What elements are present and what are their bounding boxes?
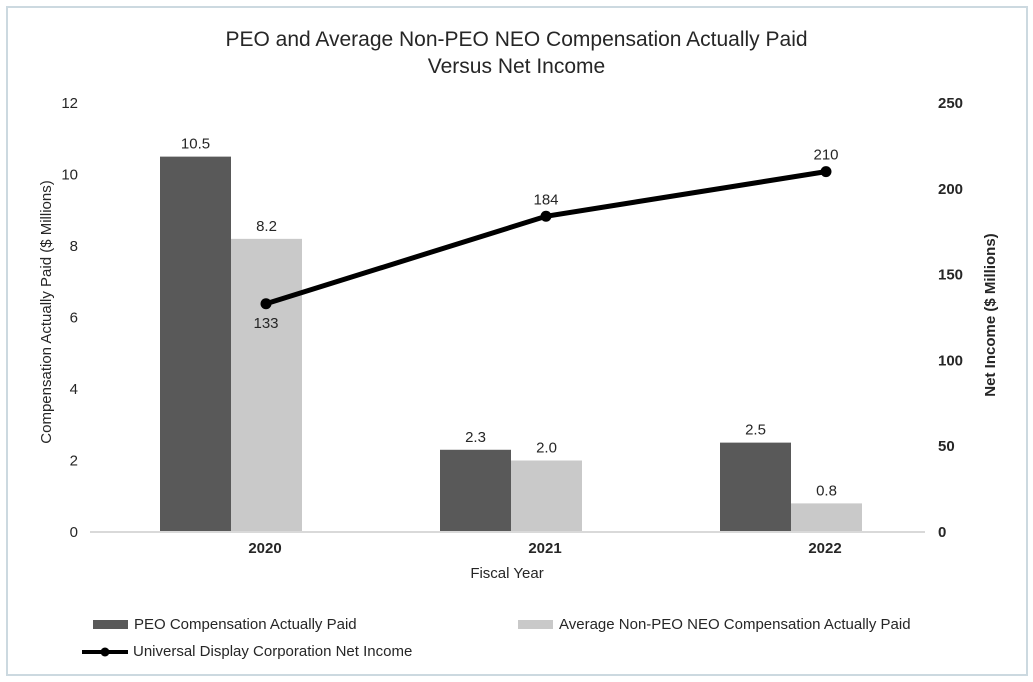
left-axis-tick-12: 12 — [61, 95, 78, 112]
x-axis-title: Fiscal Year — [470, 565, 543, 582]
right-axis-tick-50: 50 — [938, 438, 955, 455]
bar-nonpeo-2022 — [791, 503, 862, 532]
left-axis-tick-6: 6 — [70, 310, 78, 327]
left-axis-tick-8: 8 — [70, 238, 78, 255]
right-axis-tick-100: 100 — [938, 352, 963, 369]
legend-swatch-net-income-line — [82, 646, 128, 657]
bar-peo-2022 — [720, 442, 791, 532]
legend-label-nonpeo: Average Non-PEO NEO Compensation Actuall… — [559, 616, 911, 633]
line-label-2022: 210 — [813, 147, 838, 164]
legend-item-net-income: Universal Display Corporation Net Income — [82, 643, 412, 660]
left-axis-tick-4: 4 — [70, 381, 78, 398]
line-label-2020: 133 — [253, 315, 278, 332]
bar-label-peo-2020: 10.5 — [181, 136, 210, 153]
line-marker-2021 — [540, 210, 552, 222]
right-axis-tick-250: 250 — [938, 95, 963, 112]
bar-label-nonpeo-2021: 2.0 — [536, 440, 557, 457]
legend-label-peo: PEO Compensation Actually Paid — [134, 616, 357, 633]
legend-label-net-income: Universal Display Corporation Net Income — [133, 643, 413, 660]
bar-label-peo-2022: 2.5 — [745, 422, 766, 439]
x-axis-tick-2020: 2020 — [248, 540, 281, 557]
bar-peo-2020 — [160, 156, 231, 532]
legend-item-peo: PEO Compensation Actually Paid — [93, 616, 357, 633]
left-axis-title: Compensation Actually Paid ($ Millions) — [38, 180, 55, 443]
bar-label-peo-2021: 2.3 — [465, 429, 486, 446]
right-axis-tick-200: 200 — [938, 181, 963, 198]
x-axis-tick-2021: 2021 — [528, 540, 561, 557]
line-marker-2020 — [260, 298, 272, 310]
right-axis-tick-150: 150 — [938, 267, 963, 284]
left-axis-tick-0: 0 — [70, 524, 78, 541]
chart-title: PEO and Average Non-PEO NEO Compensation… — [0, 26, 1033, 80]
bar-peo-2021 — [440, 449, 511, 532]
bar-nonpeo-2020 — [231, 238, 302, 532]
chart-title-line2: Versus Net Income — [427, 55, 606, 78]
legend-swatch-peo — [93, 620, 128, 629]
legend-item-nonpeo: Average Non-PEO NEO Compensation Actuall… — [518, 616, 911, 633]
left-axis-tick-2: 2 — [70, 453, 78, 470]
line-marker-2022 — [820, 166, 832, 178]
line-label-2021: 184 — [533, 191, 558, 208]
legend-swatch-nonpeo — [518, 620, 553, 629]
x-axis-tick-2022: 2022 — [808, 540, 841, 557]
left-axis-tick-10: 10 — [61, 167, 78, 184]
chart-title-line1: PEO and Average Non-PEO NEO Compensation… — [225, 28, 808, 51]
right-axis-title: Net Income ($ Millions) — [982, 233, 999, 396]
bar-label-nonpeo-2022: 0.8 — [816, 482, 837, 499]
bar-nonpeo-2021 — [511, 460, 582, 532]
bar-label-nonpeo-2020: 8.2 — [256, 218, 277, 235]
right-axis-tick-0: 0 — [938, 524, 946, 541]
